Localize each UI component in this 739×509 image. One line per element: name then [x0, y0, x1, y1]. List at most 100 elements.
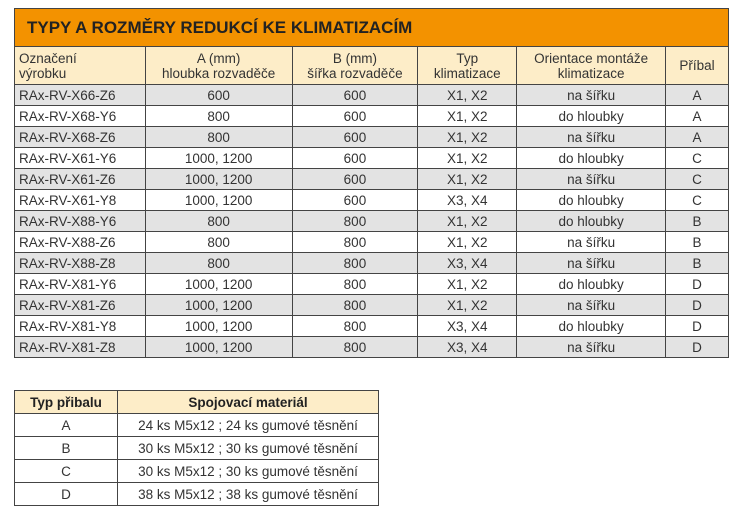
table-cell: X1, X2: [417, 105, 518, 127]
table-cell: 800: [291, 294, 419, 316]
table-row: RAx-RV-X66-Z6 600 600 X1, X2 na šířku A: [14, 84, 729, 106]
table-cell: RAx-RV-X88-Z8: [14, 252, 146, 274]
table-cell: X3, X4: [417, 315, 518, 337]
table-cell: B: [14, 436, 118, 460]
table-cell: X1, X2: [417, 126, 518, 148]
column-header: B (mm) šířka rozvaděče: [291, 46, 419, 85]
table-cell: A: [14, 413, 118, 437]
table-row: RAx-RV-X88-Z8 800 800 X3, X4 na šířku B: [14, 252, 729, 274]
table-cell: 600: [291, 189, 419, 211]
table-cell: A: [665, 105, 729, 127]
table-title: TYPY A ROZMĚRY REDUKCÍ KE KLIMATIZACÍM: [14, 8, 729, 47]
table-cell: 24 ks M5x12 ; 24 ks gumové těsnění: [117, 413, 379, 437]
table-cell: D: [665, 315, 729, 337]
table-row: C 30 ks M5x12 ; 30 ks gumové těsnění: [14, 459, 379, 483]
table-row: RAx-RV-X88-Z6 800 800 X1, X2 na šířku B: [14, 231, 729, 253]
table-cell: RAx-RV-X68-Z6: [14, 126, 146, 148]
table-cell: 1000, 1200: [144, 189, 293, 211]
table-cell: 800: [291, 273, 419, 295]
table-cell: 1000, 1200: [144, 168, 293, 190]
header-line: A (mm): [196, 50, 241, 66]
table-cell: X1, X2: [417, 231, 518, 253]
table-row: RAx-RV-X88-Y6 800 800 X1, X2 do hloubky B: [14, 210, 729, 232]
table-cell: C: [665, 168, 729, 190]
table-cell: X3, X4: [417, 252, 518, 274]
table-cell: X1, X2: [417, 210, 518, 232]
table-cell: do hloubky: [516, 147, 667, 169]
table-row: D 38 ks M5x12 ; 38 ks gumové těsnění: [14, 482, 379, 506]
table-cell: 800: [144, 231, 293, 253]
table-cell: 600: [291, 126, 419, 148]
table-cell: RAx-RV-X81-Y8: [14, 315, 146, 337]
table-cell: A: [665, 126, 729, 148]
table-cell: do hloubky: [516, 105, 667, 127]
table-cell: A: [665, 84, 729, 106]
table-cell: X3, X4: [417, 336, 518, 358]
table-cell: RAx-RV-X81-Y6: [14, 273, 146, 295]
table-cell: 800: [291, 252, 419, 274]
table-cell: X1, X2: [417, 84, 518, 106]
table-cell: 600: [291, 147, 419, 169]
table-row: RAx-RV-X68-Z6 800 600 X1, X2 na šířku A: [14, 126, 729, 148]
table-row: RAx-RV-X68-Y6 800 600 X1, X2 do hloubky A: [14, 105, 729, 127]
table-row: RAx-RV-X81-Y6 1000, 1200 800 X1, X2 do hloub…: [14, 273, 729, 295]
table-cell: D: [665, 294, 729, 316]
table-cell: 800: [291, 210, 419, 232]
table-cell: 600: [291, 84, 419, 106]
table-cell: C: [14, 459, 118, 483]
table-cell: do hloubky: [516, 210, 667, 232]
header-line: klimatizace: [557, 65, 625, 81]
table-cell: na šířku: [516, 336, 667, 358]
header-line: Typ: [456, 50, 479, 66]
table-cell: 1000, 1200: [144, 294, 293, 316]
header-line: klimatizace: [433, 65, 501, 81]
table-cell: 800: [144, 210, 293, 232]
table-row: RAx-RV-X61-Y6 1000, 1200 600 X1, X2 do hloub…: [14, 147, 729, 169]
header-pack-type: Typ přibalu: [14, 390, 118, 414]
table-cell: B: [665, 210, 729, 232]
table-cell: C: [665, 189, 729, 211]
column-header: A (mm) hloubka rozvaděče: [144, 46, 293, 85]
table-cell: do hloubky: [516, 273, 667, 295]
table-row: B 30 ks M5x12 ; 30 ks gumové těsnění: [14, 436, 379, 460]
table-cell: 600: [144, 84, 293, 106]
header-line: hloubka rozvaděče: [161, 65, 276, 81]
table-cell: RAx-RV-X66-Z6: [14, 84, 146, 106]
table-cell: RAx-RV-X68-Y6: [14, 105, 146, 127]
header-line: Příbal: [679, 58, 715, 73]
table-cell: na šířku: [516, 252, 667, 274]
table-cell: 1000, 1200: [144, 315, 293, 337]
table-row: RAx-RV-X81-Z8 1000, 1200 800 X3, X4 na šířku…: [14, 336, 729, 358]
header-material: Spojovací materiál: [117, 390, 379, 414]
table-cell: RAx-RV-X61-Y8: [14, 189, 146, 211]
table-cell: 600: [291, 168, 419, 190]
table-cell: 1000, 1200: [144, 147, 293, 169]
table-cell: na šířku: [516, 84, 667, 106]
header-line: výrobku: [19, 65, 67, 81]
table-cell: X1, X2: [417, 273, 518, 295]
table-cell: na šířku: [516, 126, 667, 148]
table-cell: 800: [144, 252, 293, 274]
table-cell: RAx-RV-X61-Y6: [14, 147, 146, 169]
table-cell: na šířku: [516, 231, 667, 253]
table-cell: RAx-RV-X81-Z6: [14, 294, 146, 316]
table-cell: X1, X2: [417, 168, 518, 190]
table-cell: 800: [144, 126, 293, 148]
column-header: Orientace montáže klimatizace: [516, 46, 667, 85]
reduction-types-table: TYPY A ROZMĚRY REDUKCÍ KE KLIMATIZACÍM O…: [14, 8, 729, 358]
header-line: Orientace montáže: [534, 50, 649, 66]
table-cell: na šířku: [516, 168, 667, 190]
header-line: B (mm): [332, 50, 378, 66]
table-cell: RAx-RV-X88-Z6: [14, 231, 146, 253]
table-cell: 800: [144, 105, 293, 127]
table-cell: 800: [291, 231, 419, 253]
table-cell: 30 ks M5x12 ; 30 ks gumové těsnění: [117, 436, 379, 460]
table-cell: D: [665, 273, 729, 295]
table-cell: D: [14, 482, 118, 506]
table-cell: D: [665, 336, 729, 358]
table-cell: 800: [291, 336, 419, 358]
table-cell: RAx-RV-X88-Y6: [14, 210, 146, 232]
table-cell: X1, X2: [417, 147, 518, 169]
table-cell: B: [665, 231, 729, 253]
table-cell: 1000, 1200: [144, 336, 293, 358]
